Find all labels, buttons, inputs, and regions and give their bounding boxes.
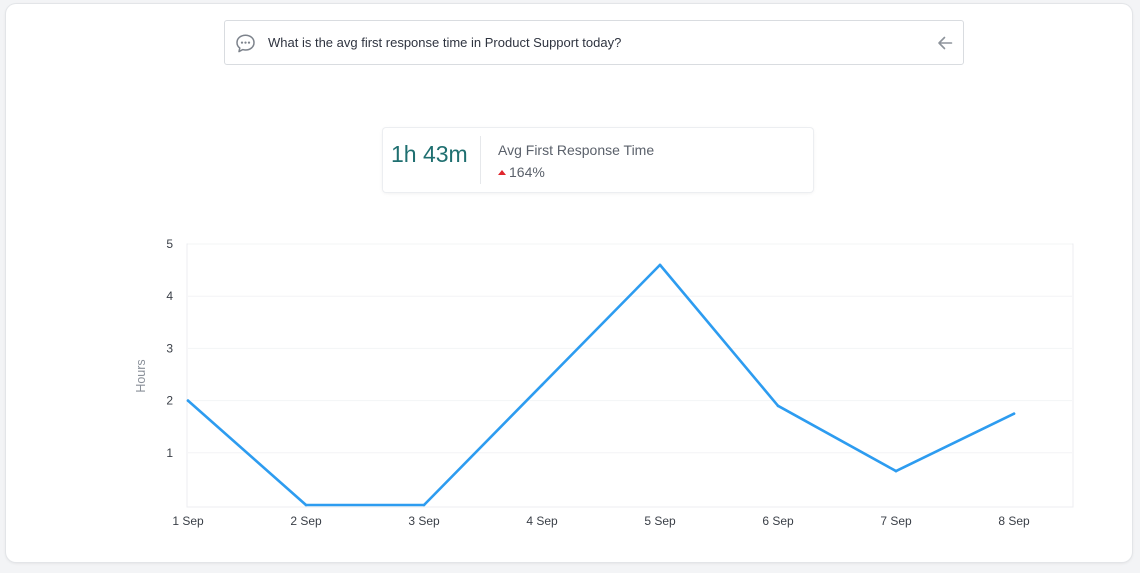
- kpi-divider: [480, 136, 481, 184]
- x-tick-label: 3 Sep: [408, 514, 440, 528]
- arrow-left-icon[interactable]: [935, 33, 955, 53]
- y-axis-ticks: 1 2 3 4 5: [166, 237, 173, 460]
- trend-up-icon: [498, 170, 506, 175]
- data-point[interactable]: [304, 503, 308, 507]
- x-tick-label: 6 Sep: [762, 514, 794, 528]
- kpi-card: 1h 43m Avg First Response Time 164%: [383, 128, 813, 192]
- x-tick-label: 5 Sep: [644, 514, 676, 528]
- data-point[interactable]: [776, 404, 780, 408]
- y-tick-label: 4: [166, 289, 173, 303]
- chat-bubble-icon: [236, 34, 255, 53]
- grid-lines: [188, 243, 1072, 454]
- data-point[interactable]: [658, 263, 662, 267]
- kpi-change-value: 164%: [509, 164, 545, 180]
- y-axis-label: Hours: [134, 359, 148, 392]
- data-point[interactable]: [894, 469, 898, 473]
- x-tick-label: 2 Sep: [290, 514, 322, 528]
- kpi-value: 1h 43m: [391, 141, 468, 167]
- kpi-label: Avg First Response Time: [498, 142, 655, 158]
- data-point[interactable]: [186, 399, 190, 402]
- data-points: [186, 263, 1016, 507]
- data-point[interactable]: [540, 383, 544, 387]
- x-tick-label: 1 Sep: [172, 514, 204, 528]
- series-line: [186, 263, 1016, 507]
- x-tick-label: 4 Sep: [526, 514, 558, 528]
- data-point[interactable]: [1012, 412, 1016, 415]
- x-axis-ticks: 1 Sep 2 Sep 3 Sep 4 Sep 5 Sep 6 Sep 7 Sep 8 Sep: [172, 514, 1030, 528]
- x-tick-label: 8 Sep: [998, 514, 1030, 528]
- plot-area: [186, 243, 1074, 508]
- y-tick-label: 2: [166, 394, 173, 408]
- app-frame: [6, 4, 1132, 562]
- kpi-change: 164%: [498, 164, 545, 180]
- y-tick-label: 5: [166, 237, 173, 251]
- y-tick-label: 3: [166, 341, 173, 355]
- x-tick-label: 7 Sep: [880, 514, 912, 528]
- data-point[interactable]: [422, 503, 426, 507]
- y-tick-label: 1: [166, 446, 173, 460]
- query-bar[interactable]: What is the avg first response time in P…: [224, 20, 964, 65]
- query-text[interactable]: What is the avg first response time in P…: [268, 35, 622, 50]
